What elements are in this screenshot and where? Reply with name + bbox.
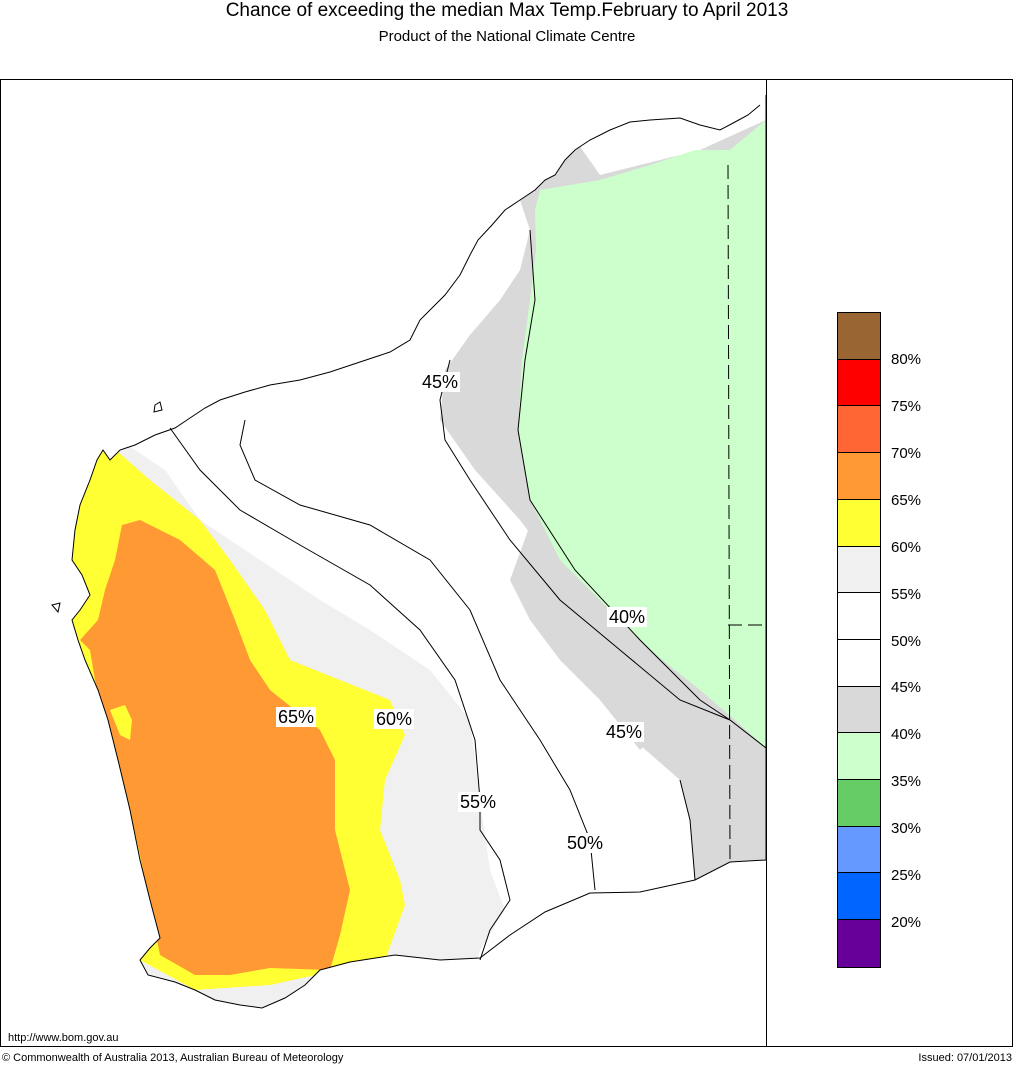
- legend-label-80: 80%: [891, 351, 922, 368]
- contour-45: [439, 359, 767, 749]
- legend-divider: [766, 79, 767, 1047]
- contour-lines: [169, 229, 767, 961]
- source-url[interactable]: http://www.bom.gov.au: [8, 1032, 119, 1044]
- copyright-notice: © Commonwealth of Australia 2013, Austra…: [2, 1052, 344, 1064]
- island-shark-bay: [51, 602, 61, 614]
- contour-55: [169, 427, 511, 961]
- contour-45-south: [679, 779, 696, 881]
- contour-label-40: 40%: [607, 607, 648, 627]
- legend-label-60: 60%: [891, 539, 922, 556]
- legend-label-45: 45%: [891, 679, 922, 696]
- legend-label-25: 25%: [891, 867, 922, 884]
- contour-label-60: 60%: [374, 709, 415, 729]
- legend-swatch: [838, 313, 880, 360]
- legend-label-50: 50%: [891, 633, 922, 650]
- map-frame: [0, 79, 1013, 1047]
- map-title: Chance of exceeding the median Max Temp.…: [225, 0, 789, 21]
- legend-swatch: [838, 406, 880, 454]
- legend-swatch: [838, 546, 880, 594]
- legend-swatch: [838, 920, 880, 967]
- legend-swatch: [838, 453, 880, 500]
- legend-swatch: [838, 826, 880, 874]
- legend-swatch: [838, 499, 880, 547]
- legend-label-55: 55%: [891, 586, 922, 603]
- coastline: [71, 95, 767, 1009]
- contour-label-65: 65%: [276, 707, 317, 727]
- contour-label-50: 50%: [565, 833, 606, 853]
- contour-label-55: 55%: [458, 792, 499, 812]
- contour-label-45-south: 45%: [604, 722, 645, 742]
- legend-label-75: 75%: [891, 398, 922, 415]
- band-60-65-islet: [110, 705, 132, 740]
- legend-swatch: [838, 359, 880, 407]
- legend-label-20: 20%: [891, 914, 922, 931]
- legend-swatch: [838, 639, 880, 687]
- contour-50: [239, 419, 596, 891]
- legend-label-65: 65%: [891, 492, 922, 509]
- legend-label-35: 35%: [891, 773, 922, 790]
- contour-40: [517, 229, 731, 721]
- legend-label-40: 40%: [891, 726, 922, 743]
- band-35-40: [518, 120, 766, 748]
- issued-date: Issued: 07/01/2013: [918, 1052, 1012, 1064]
- legend-label-30: 30%: [891, 820, 922, 837]
- contour-label-45-north: 45%: [420, 372, 461, 392]
- legend-swatch: [838, 780, 880, 827]
- legend-swatch: [838, 686, 880, 734]
- map-subtitle: Product of the National Climate Centre: [378, 28, 636, 45]
- color-legend: [837, 312, 881, 968]
- legend-swatch: [838, 873, 880, 921]
- state-border-wa-nt: [727, 164, 731, 863]
- island: [153, 401, 163, 413]
- legend-swatch: [838, 733, 880, 781]
- band-65-70: [80, 520, 350, 975]
- legend-swatch: [838, 593, 880, 640]
- legend-label-70: 70%: [891, 445, 922, 462]
